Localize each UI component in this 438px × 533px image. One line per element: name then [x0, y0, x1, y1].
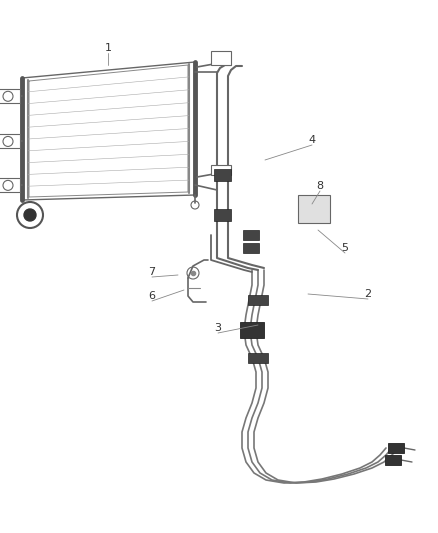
Bar	[214, 209, 231, 221]
Text: 4: 4	[308, 135, 315, 145]
Bar	[0, 90, 20, 103]
Bar	[298, 195, 330, 223]
Bar	[240, 322, 264, 338]
Bar	[214, 169, 231, 181]
Bar	[385, 455, 401, 465]
Text: 1: 1	[105, 43, 112, 53]
Bar	[243, 243, 259, 253]
Bar	[0, 134, 20, 148]
Bar	[211, 51, 231, 65]
Text: 3: 3	[215, 323, 222, 333]
Bar	[0, 179, 20, 192]
Bar	[211, 165, 231, 175]
Bar	[248, 295, 268, 305]
Text: 6: 6	[148, 291, 155, 301]
Text: 5: 5	[342, 243, 349, 253]
Bar	[248, 353, 268, 363]
Bar	[243, 230, 259, 240]
Circle shape	[24, 209, 36, 221]
Text: 2: 2	[364, 289, 371, 299]
Text: 8: 8	[316, 181, 324, 191]
Text: 7: 7	[148, 267, 155, 277]
Bar	[388, 443, 404, 453]
